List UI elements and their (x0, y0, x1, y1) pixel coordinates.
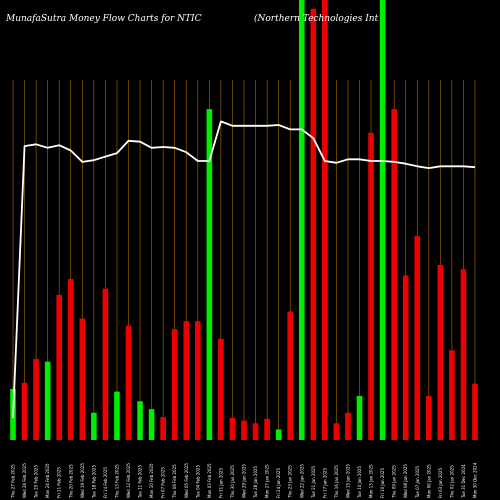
money-flow-bar (137, 401, 143, 440)
x-tick-label: Mon 30 Dec 2024 (473, 462, 478, 498)
money-flow-bar (206, 109, 213, 441)
x-tick-label: Thu 27 Feb 2025 (11, 464, 16, 499)
money-flow-bar (241, 420, 247, 440)
money-flow-bar (195, 321, 201, 440)
money-flow-bar (160, 417, 166, 440)
money-flow-bar (114, 391, 120, 440)
money-flow-line (12, 120, 476, 419)
money-flow-bar (333, 423, 340, 440)
x-tick-label: Thu 16 Jan 2025 (334, 465, 339, 499)
money-flow-bar (171, 329, 178, 440)
money-flow-bar (91, 412, 97, 440)
chart-title: MunafaSutra Money Flow Charts for NTIC (5, 14, 202, 24)
money-flow-bar (287, 311, 293, 440)
money-flow-bar (67, 278, 74, 440)
x-tick-label: Wed 15 Jan 2025 (345, 464, 350, 498)
x-tick-label: Fri 17 Jan 2025 (322, 468, 327, 498)
x-tick-label: Fri 31 Jan 2025 (218, 468, 223, 498)
money-flow-bar (102, 288, 109, 440)
money-flow-bar (264, 418, 270, 440)
x-tick-label: Tue 21 Jan 2025 (311, 465, 316, 499)
money-flow-bar (472, 383, 478, 440)
money-flow-bar (298, 0, 305, 440)
x-tick-label: Fri 07 Feb 2025 (161, 467, 166, 498)
x-tick-label: Mon 24 Feb 2025 (45, 463, 50, 498)
money-flow-bar (426, 396, 432, 440)
x-tick-label: Fri 10 Jan 2025 (380, 468, 385, 498)
x-tick-label: Tue 07 Jan 2025 (415, 465, 420, 499)
money-flow-bar (275, 429, 282, 440)
x-tick-label: Fri 14 Feb 2025 (103, 467, 108, 498)
money-flow-bar (449, 350, 455, 440)
x-tick-label: Mon 13 Jan 2025 (369, 464, 374, 498)
money-flow-bar (391, 109, 397, 441)
money-flow-bar (229, 418, 236, 440)
x-tick-label: Thu 09 Jan 2025 (392, 465, 397, 499)
money-flow-bar (148, 409, 155, 440)
money-flow-bar (183, 321, 190, 440)
x-tick-label: Mon 03 Feb 2025 (207, 463, 212, 498)
x-tick-label: Wed 12 Feb 2025 (126, 463, 131, 498)
chart-subtitle: (Northern Technologies Int (254, 13, 379, 24)
money-flow-bar (218, 338, 224, 440)
x-tick-label: Thu 02 Jan 2025 (449, 465, 454, 499)
x-tick-label: Fri 24 Jan 2025 (276, 468, 281, 498)
money-flow-bar (56, 294, 62, 440)
x-tick-label: Tue 18 Feb 2025 (91, 465, 96, 499)
x-tick-label: Wed 19 Feb 2025 (80, 463, 85, 498)
money-flow-bar (437, 264, 444, 440)
x-tick-label: Tue 14 Jan 2025 (357, 465, 362, 499)
x-tick-label: Thu 23 Jan 2025 (288, 465, 293, 499)
money-flow-bar (368, 132, 374, 440)
money-flow-bar (310, 8, 317, 441)
x-tick-label: Mon 10 Feb 2025 (149, 463, 154, 498)
money-flow-bar (44, 361, 51, 440)
x-tick-label: Tue 25 Feb 2025 (34, 465, 39, 499)
x-tick-label: Tue 11 Feb 2025 (138, 465, 143, 499)
x-tick-label: Mon 06 Jan 2025 (426, 464, 431, 498)
money-flow-bar (345, 412, 351, 440)
x-tick-label: Wed 22 Jan 2025 (299, 464, 304, 498)
x-tick-label: Thu 06 Feb 2025 (172, 464, 177, 499)
x-tick-label: Tue 28 Jan 2025 (253, 465, 258, 499)
x-tick-label: Thu 20 Feb 2025 (68, 464, 73, 499)
x-tick-label: Wed 05 Feb 2025 (184, 463, 189, 498)
money-flow-bar (252, 423, 259, 440)
x-tick-label: Fri 03 Jan 2025 (438, 468, 443, 498)
x-tick-label: Mon 27 Jan 2025 (265, 464, 270, 498)
x-tick-label: Fri 21 Feb 2025 (57, 467, 62, 498)
money-flow-bar (79, 318, 86, 440)
money-flow-bar (402, 275, 409, 440)
money-flow-bar (125, 325, 132, 440)
money-flow-bar (379, 0, 386, 440)
money-flow-bar (322, 0, 328, 440)
x-tick-label: Tue 04 Feb 2025 (195, 465, 200, 499)
money-flow-bar (460, 269, 467, 440)
money-flow-bar (21, 382, 28, 440)
bar-series (10, 0, 478, 441)
x-tick-labels: Thu 27 Feb 2025 Wed 26 Feb 2025 Tue 25 Feb… (11, 462, 478, 499)
money-flow-bar (356, 396, 363, 440)
x-tick-label: Thu 13 Feb 2025 (114, 464, 119, 499)
x-tick-label: Wed 26 Feb 2025 (22, 463, 27, 498)
x-tick-label: Thu 30 Jan 2025 (230, 465, 235, 499)
x-tick-label: Wed 29 Jan 2025 (242, 464, 247, 498)
x-tick-label: Wed 08 Jan 2025 (403, 464, 408, 498)
money-flow-bar (414, 235, 421, 440)
x-tick-label: Tue 31 Dec 2024 (461, 464, 466, 499)
money-flow-bar (33, 359, 39, 440)
